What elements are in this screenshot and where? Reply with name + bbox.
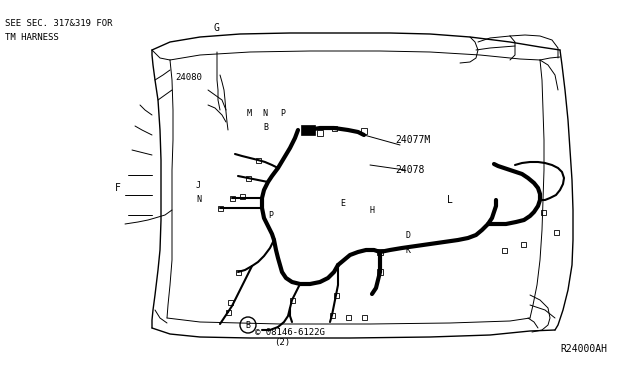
- Text: P: P: [268, 211, 273, 220]
- Text: K: K: [406, 246, 411, 255]
- Text: M: M: [247, 109, 252, 118]
- Bar: [230, 196, 234, 201]
- Bar: [554, 230, 559, 234]
- Text: B: B: [246, 321, 250, 330]
- Bar: [520, 241, 525, 247]
- Text: N: N: [262, 109, 267, 118]
- Bar: [362, 314, 367, 320]
- Text: 24077M: 24077M: [395, 135, 430, 145]
- Text: J: J: [196, 181, 201, 190]
- Bar: [239, 193, 244, 199]
- Bar: [246, 176, 250, 180]
- Bar: [227, 299, 232, 305]
- Bar: [218, 205, 223, 211]
- Bar: [225, 310, 230, 314]
- Text: R24000AH: R24000AH: [560, 344, 607, 354]
- Text: P: P: [280, 109, 285, 118]
- Bar: [333, 292, 339, 298]
- Bar: [332, 125, 337, 131]
- Text: D: D: [406, 231, 411, 240]
- Text: E: E: [340, 199, 345, 208]
- Text: © 08146-6122G: © 08146-6122G: [255, 328, 325, 337]
- Bar: [361, 128, 367, 134]
- Bar: [346, 314, 351, 320]
- Text: L: L: [447, 195, 453, 205]
- Text: SEE SEC. 317&319 FOR: SEE SEC. 317&319 FOR: [5, 19, 113, 28]
- Text: F: F: [115, 183, 121, 193]
- Text: N: N: [196, 195, 201, 204]
- Text: 24078: 24078: [395, 165, 424, 175]
- Bar: [330, 312, 335, 317]
- Bar: [301, 125, 315, 135]
- Bar: [377, 269, 383, 275]
- Text: G: G: [213, 23, 219, 33]
- Bar: [502, 247, 506, 253]
- Text: TM HARNESS: TM HARNESS: [5, 33, 59, 42]
- Bar: [255, 157, 260, 163]
- Bar: [236, 269, 241, 275]
- Text: (2): (2): [274, 338, 290, 347]
- Text: 24080: 24080: [175, 73, 202, 82]
- Bar: [377, 249, 383, 255]
- Bar: [289, 298, 294, 302]
- Text: B: B: [263, 123, 268, 132]
- Bar: [541, 209, 545, 215]
- Bar: [317, 130, 323, 136]
- Text: H: H: [370, 206, 375, 215]
